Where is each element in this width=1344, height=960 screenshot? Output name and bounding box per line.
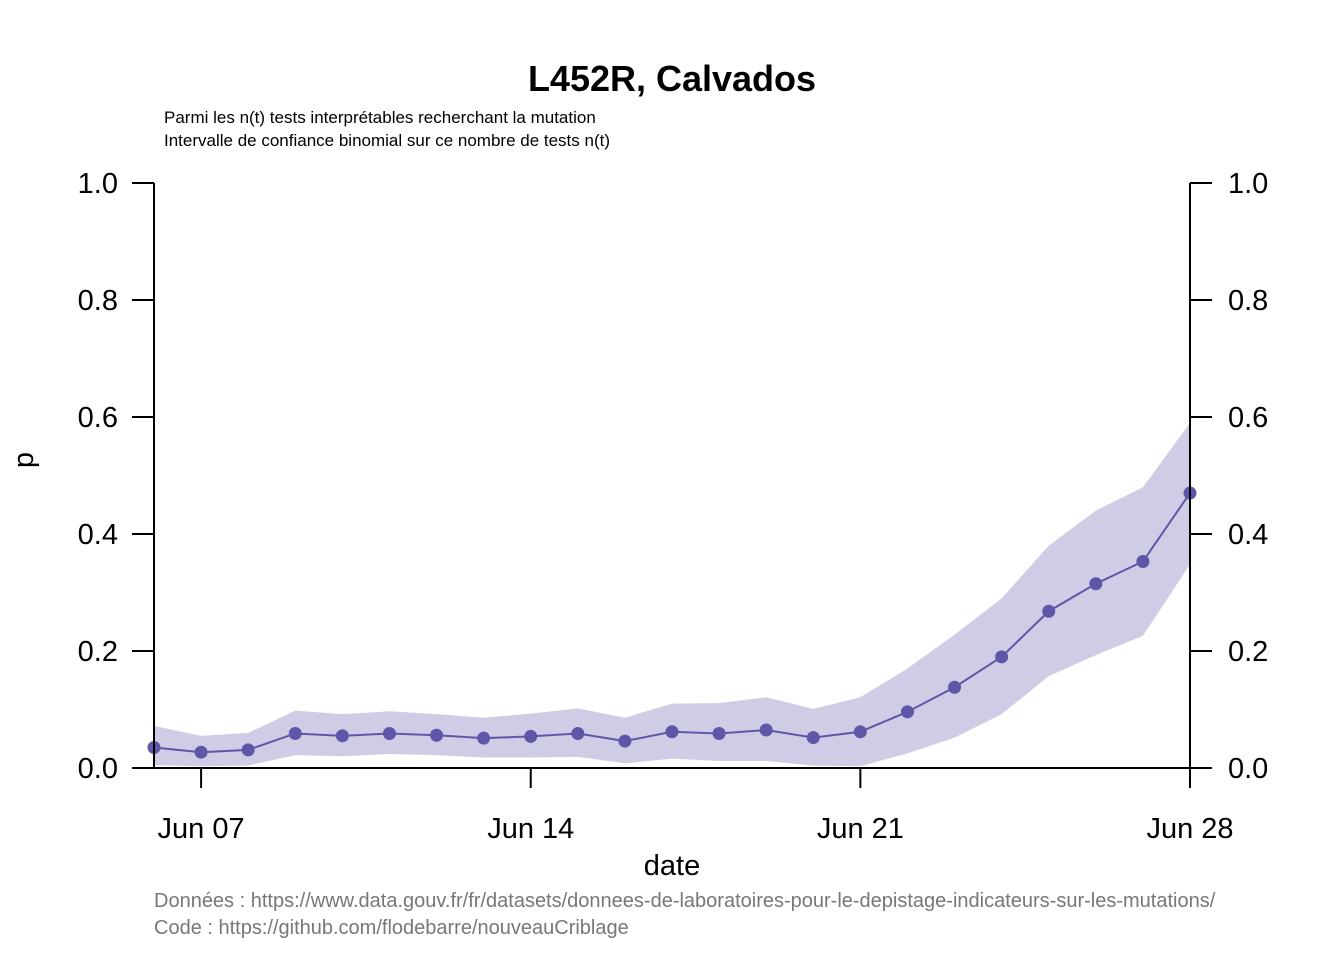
y-tick-label-left: 0.6 (78, 402, 118, 434)
data-point (712, 726, 726, 740)
data-point (665, 725, 679, 739)
data-point (948, 680, 962, 694)
data-source-credit: Données : https://www.data.gouv.fr/fr/da… (154, 890, 1216, 912)
confidence-band-layer (154, 422, 1190, 767)
data-point (1136, 554, 1150, 568)
x-tick-label: Jun 21 (817, 813, 904, 845)
data-point (806, 731, 820, 745)
data-point (382, 726, 396, 740)
x-axis-label: date (644, 850, 700, 882)
subtitle-line-2: Intervalle de confiance binomial sur ce … (164, 131, 610, 150)
data-point (241, 743, 255, 757)
data-point (335, 729, 349, 743)
y-tick-label-right: 0.4 (1228, 519, 1268, 551)
y-axis-left: 0.0 0.2 0.4 0.6 0.8 1.0 (78, 168, 154, 785)
y-tick-label-left: 0.2 (78, 636, 118, 668)
x-axis: Jun 07 Jun 14 Jun 21 Jun 28 (158, 768, 1234, 845)
data-point (1089, 577, 1103, 591)
data-point (618, 734, 632, 748)
chart-title: L452R, Calvados (528, 58, 816, 99)
y-tick-label-right: 0.2 (1228, 636, 1268, 668)
y-tick-label-left: 0.4 (78, 519, 118, 551)
axes (153, 183, 1191, 769)
code-credit: Code : https://github.com/flodebarre/nou… (154, 917, 629, 939)
data-point (759, 723, 773, 737)
y-tick-label-right: 0.8 (1228, 285, 1268, 317)
y-tick-label-left: 0.8 (78, 285, 118, 317)
y-tick-label-right: 0.6 (1228, 402, 1268, 434)
y-tick-label-right: 0.0 (1228, 753, 1268, 785)
x-tick-label: Jun 28 (1146, 813, 1233, 845)
y-tick-label-left: 0.0 (78, 753, 118, 785)
data-point (524, 729, 538, 743)
subtitle-line-1: Parmi les n(t) tests interprétables rech… (164, 108, 596, 127)
data-point (571, 726, 585, 740)
data-point (288, 726, 302, 740)
y-tick-label-left: 1.0 (78, 168, 118, 200)
data-point (1042, 604, 1056, 618)
y-axis-label: p (8, 452, 40, 468)
y-tick-label-right: 1.0 (1228, 168, 1268, 200)
confidence-band (154, 422, 1190, 767)
y-axis-right: 0.0 0.2 0.4 0.6 0.8 1.0 (1190, 168, 1268, 785)
data-point (853, 725, 867, 739)
data-point (194, 745, 208, 759)
data-point (477, 731, 491, 745)
x-tick-label: Jun 07 (158, 813, 245, 845)
data-point (430, 728, 444, 742)
data-point (995, 650, 1009, 664)
x-tick-label: Jun 14 (487, 813, 574, 845)
data-point (900, 705, 914, 719)
